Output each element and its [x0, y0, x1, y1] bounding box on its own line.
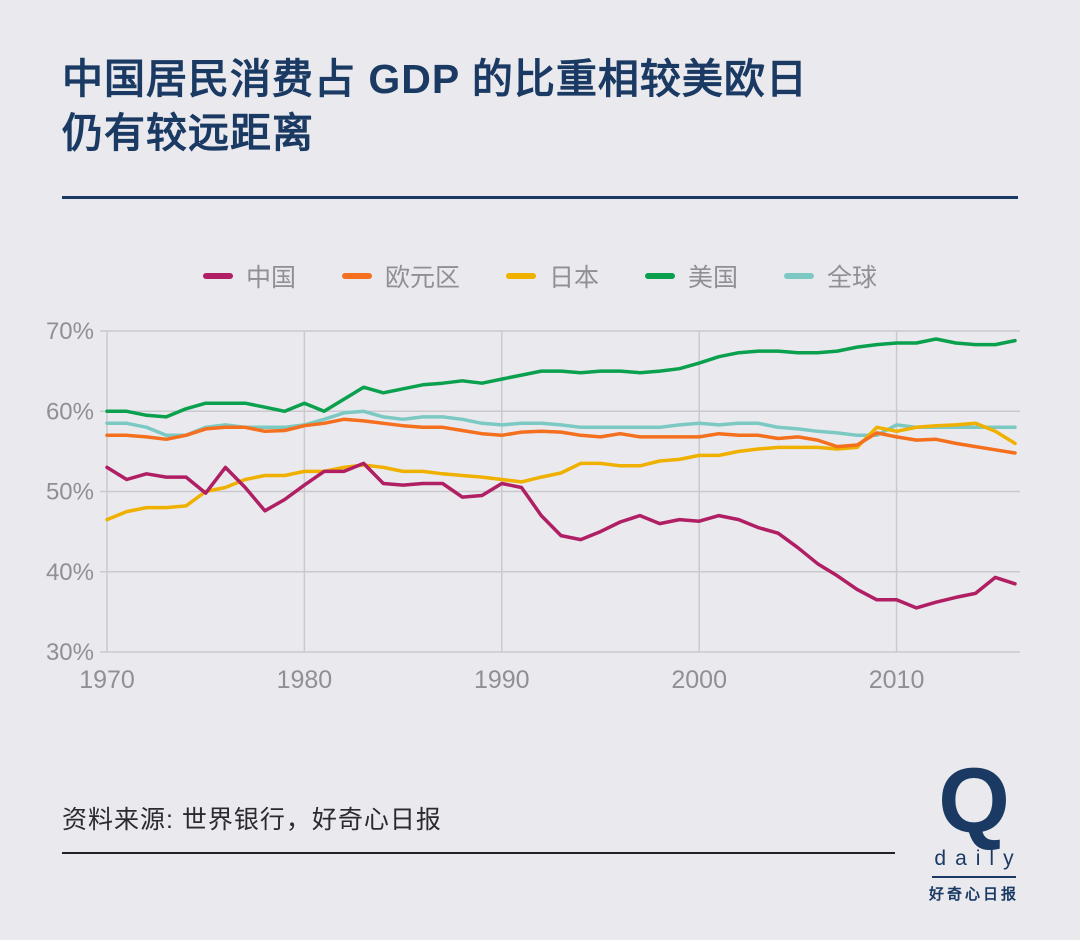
series-line-全球 — [105, 409, 1017, 438]
legend-item-0: 中国 — [202, 258, 296, 294]
legend-item-2: 日本 — [505, 258, 599, 294]
legend-swatch-icon — [341, 273, 372, 279]
y-tick-label: 30% — [46, 639, 94, 666]
series-line-美国 — [105, 337, 1017, 419]
y-tick-label: 50% — [46, 479, 94, 506]
legend-swatch-icon — [505, 273, 536, 279]
y-tick-label: 60% — [46, 398, 94, 425]
legend-item-1: 欧元区 — [341, 258, 460, 294]
qdaily-q-icon: Q — [938, 750, 1010, 852]
x-tick-label: 1980 — [277, 666, 333, 694]
source-note: 资料来源: 世界银行，好奇心日报 — [62, 806, 442, 834]
legend: 中国 欧元区 日本 美国 全球 — [0, 258, 1080, 294]
legend-label: 中国 — [245, 264, 296, 292]
legend-label: 全球 — [827, 264, 878, 292]
legend-label: 欧元区 — [384, 264, 460, 292]
y-tick-label: 40% — [46, 559, 94, 586]
legend-swatch-icon — [202, 273, 233, 279]
qdaily-name-text: 好奇心日报 — [928, 886, 1019, 904]
page-title-line1: 中国居民消费占 GDP 的比重相较美欧日 — [62, 56, 808, 102]
x-tick-label: 2010 — [869, 666, 925, 694]
legend-label: 日本 — [548, 264, 599, 292]
legend-swatch-icon — [784, 273, 815, 279]
title-divider — [62, 196, 1018, 199]
series-line-中国 — [105, 461, 1017, 610]
x-tick-label: 1990 — [474, 666, 530, 694]
legend-item-4: 全球 — [784, 258, 877, 294]
series-line-欧元区 — [105, 417, 1017, 455]
legend-item-3: 美国 — [645, 258, 738, 294]
qdaily-logo: Q daily 好奇心日报 — [924, 750, 1024, 904]
series-line-日本 — [105, 421, 1017, 522]
qdaily-logo-divider — [932, 876, 1016, 879]
legend-label: 美国 — [688, 264, 739, 292]
page-title: 中国居民消费占 GDP 的比重相较美欧日 仍有较远距离 — [62, 52, 1022, 160]
qdaily-daily-text: daily — [934, 847, 1023, 871]
page-title-line2: 仍有较远距离 — [62, 110, 314, 157]
x-tick-label: 1970 — [79, 666, 135, 694]
y-tick-label: 70% — [46, 318, 94, 345]
legend-swatch-icon — [645, 273, 675, 279]
x-tick-label: 2000 — [671, 666, 727, 694]
source-divider — [62, 852, 895, 854]
